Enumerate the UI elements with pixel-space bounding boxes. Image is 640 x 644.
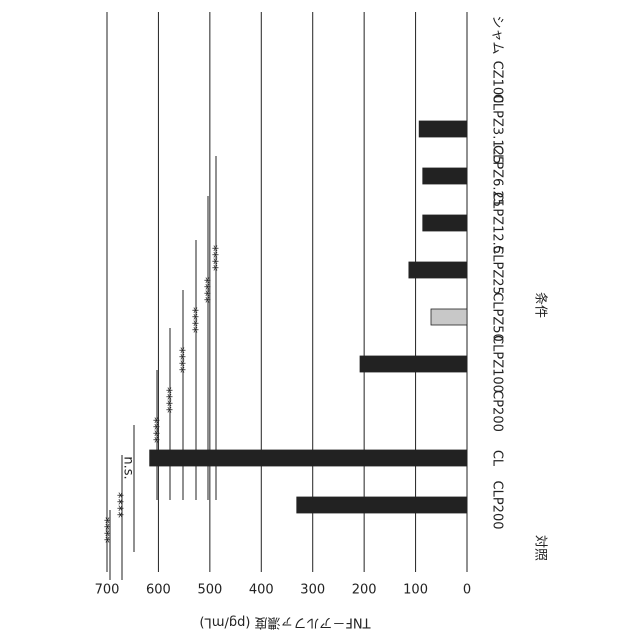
bar: [431, 309, 467, 325]
significance-label: ****: [159, 387, 174, 414]
significance-label: ****: [197, 277, 212, 304]
y-tick-label: 200: [352, 583, 377, 598]
significance-label: ****: [146, 417, 161, 444]
bar: [419, 121, 467, 137]
y-tick-label: 400: [249, 583, 274, 598]
y-tick-label: 0: [463, 583, 471, 598]
significance-label: n.s.: [121, 456, 136, 479]
bar: [297, 497, 467, 513]
significance-label: ****: [97, 517, 112, 544]
x-axis-title: 条件: [533, 292, 549, 318]
bar: [423, 168, 467, 184]
significance-label: ****: [185, 307, 200, 334]
x-tick-label: CZ100: [490, 61, 505, 104]
y-tick-label: 300: [300, 583, 325, 598]
group-label: 対照: [533, 535, 548, 561]
bar: [423, 215, 467, 231]
x-tick-label: CP200: [490, 390, 505, 432]
y-tick-label: 500: [197, 583, 222, 598]
x-tick-label: CLP200: [490, 481, 505, 530]
x-tick-label: CLPZ50: [490, 292, 505, 342]
chart: 0 100 200 300 400 500 600 700 CLP200 CL CP200CLPZ1…: [0, 0, 640, 640]
y-tick-label: 700: [95, 583, 120, 598]
y-tick-label: 600: [146, 583, 171, 598]
y-tick-label: 100: [403, 583, 428, 598]
bar: [150, 450, 467, 466]
significance-label: ****: [110, 492, 125, 519]
significance-label: ****: [172, 347, 187, 374]
x-tick-label: CLPZ3.125: [490, 94, 505, 164]
bar: [360, 356, 467, 372]
x-tick-label: シャム: [490, 15, 505, 54]
bar: [409, 262, 467, 278]
x-tick-label: CL: [490, 450, 505, 467]
x-tick-label: CLPZ100: [490, 335, 505, 393]
y-axis-title: TNF－アルファ濃度 (pg/mL): [199, 615, 371, 631]
significance-label: ****: [205, 245, 220, 272]
